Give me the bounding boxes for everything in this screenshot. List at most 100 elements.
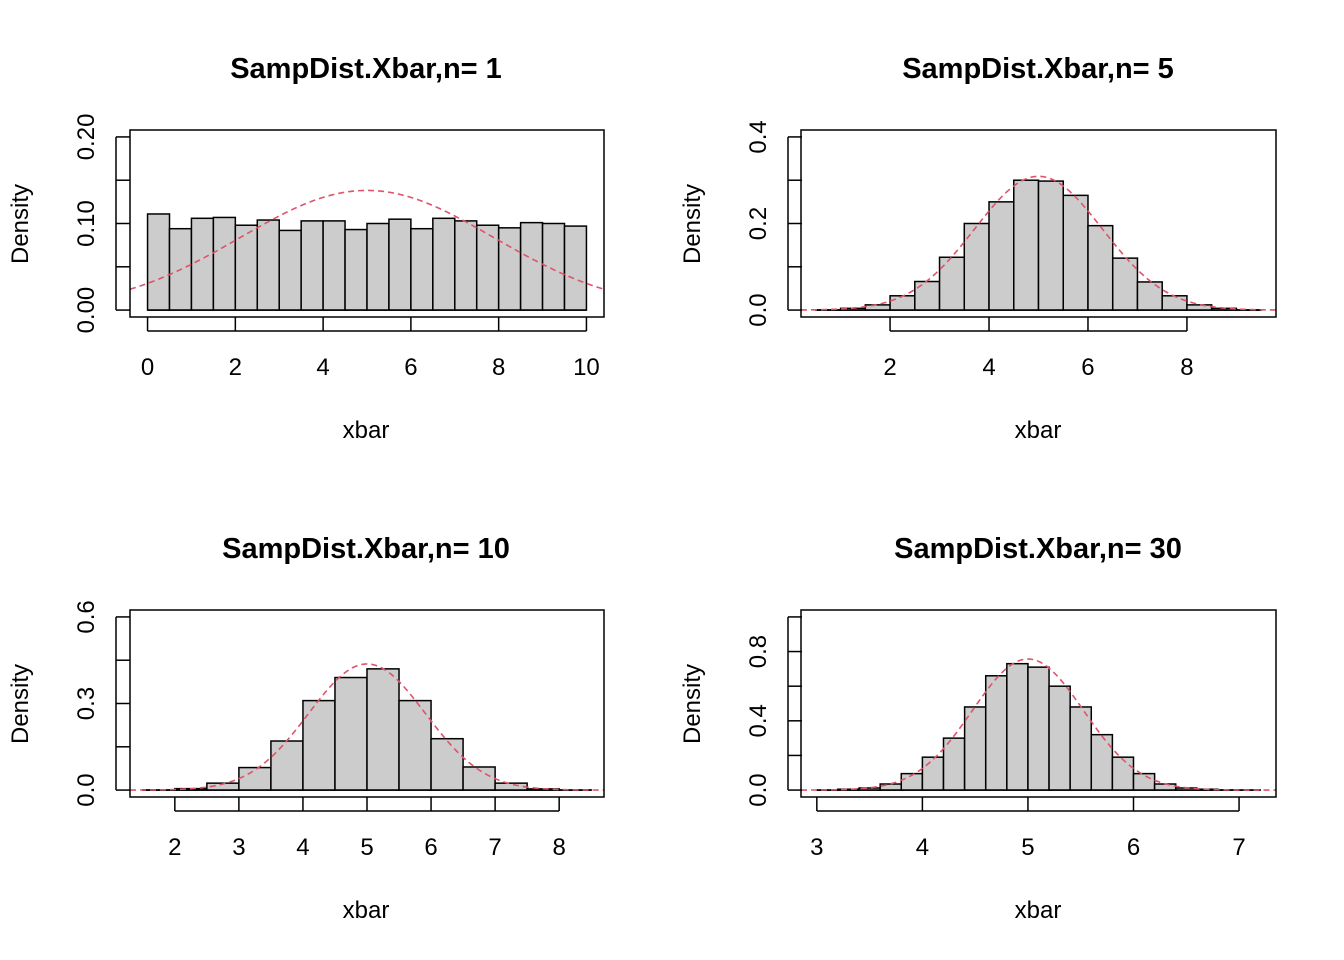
panel-title: SampDist.Xbar,n= 5 <box>902 53 1174 85</box>
histogram-bar <box>432 217 456 311</box>
x-tick-label: 6 <box>1081 354 1094 381</box>
y-tick-label: 0.6 <box>73 600 100 633</box>
histogram-bar <box>497 227 522 311</box>
x-tick-label: 4 <box>296 834 309 861</box>
normal-density-curve <box>130 663 604 791</box>
histogram-bar <box>1062 194 1089 311</box>
x-axis-label: xbar <box>343 417 390 444</box>
x-tick-label: 2 <box>229 354 242 381</box>
histogram-bar <box>366 222 390 311</box>
panel-n10: SampDist.Xbar,n= 10 xbar Density 2 3 4 5 6 7 8… <box>7 533 605 924</box>
plot-area: 2 4 6 8 0.0 0.2 0.4 <box>745 120 1277 381</box>
histogram-bar <box>563 225 588 311</box>
y-tick-label: 0.0 <box>73 773 100 806</box>
histogram-bar <box>190 217 215 311</box>
histogram-bar <box>963 706 987 791</box>
plot-area: 0 2 4 6 8 10 0.00 0.10 0.20 <box>73 114 605 381</box>
histogram-bar <box>475 224 500 311</box>
histogram-bar <box>921 756 945 791</box>
histogram-bar <box>1069 706 1093 791</box>
normal-density-curve <box>801 658 1276 791</box>
histogram-bar <box>334 676 368 791</box>
panel-n1: SampDist.Xbar,n= 1 xbar Density 0 2 4 6 8 100… <box>7 53 605 444</box>
histogram-bar <box>1186 304 1213 311</box>
histogram-bar <box>988 201 1015 311</box>
y-tick-label: 0.8 <box>745 635 772 668</box>
histogram-bar <box>278 229 302 311</box>
x-tick-label: 5 <box>1021 834 1034 861</box>
histogram-bar <box>212 216 237 311</box>
histogram-bar <box>300 220 324 311</box>
histogram-bar <box>366 668 400 791</box>
x-tick-label: 5 <box>360 834 373 861</box>
y-axis-label: Density <box>7 184 34 264</box>
x-tick-label: 3 <box>232 834 245 861</box>
y-tick-label: 0.4 <box>745 120 772 153</box>
histogram-bar <box>1111 257 1139 311</box>
histogram-bar <box>146 213 171 311</box>
y-tick-label: 0.4 <box>745 704 772 737</box>
histogram-bar <box>1136 281 1163 311</box>
x-tick-label: 4 <box>982 354 995 381</box>
y-tick-label: 0.20 <box>73 114 100 161</box>
y-tick-label: 0.3 <box>73 687 100 720</box>
x-tick-label: 8 <box>492 354 505 381</box>
histogram-bar <box>1048 685 1071 791</box>
x-tick-label: 2 <box>168 834 181 861</box>
histogram-bar <box>984 675 1008 791</box>
y-tick-label: 0.2 <box>745 207 772 240</box>
x-tick-label: 8 <box>1180 354 1193 381</box>
x-tick-label: 6 <box>1127 834 1140 861</box>
histogram-bar <box>1037 180 1064 311</box>
x-tick-label: 3 <box>810 834 823 861</box>
x-tick-label: 10 <box>573 354 600 381</box>
histogram-bar <box>889 295 916 311</box>
histogram-bar <box>1161 295 1188 311</box>
plot-frame <box>800 609 1277 798</box>
histogram-bar <box>541 222 566 311</box>
normal-density-curve <box>130 189 604 291</box>
panel-n5: SampDist.Xbar,n= 5 xbar Density 2 4 6 8 0.0 0… <box>679 53 1277 444</box>
histogram-bar <box>1090 733 1114 791</box>
y-axis-label: Density <box>7 664 34 744</box>
plot-area: 3 4 5 6 7 0.0 0.4 0.8 <box>745 609 1277 861</box>
y-axis-label: Density <box>679 664 706 744</box>
histogram-bar <box>1027 666 1050 791</box>
histogram-bar <box>256 219 280 311</box>
histogram-bar <box>270 740 304 791</box>
x-tick-label: 4 <box>316 354 329 381</box>
x-tick-label: 7 <box>488 834 501 861</box>
x-tick-label: 0 <box>141 354 154 381</box>
x-tick-label: 8 <box>552 834 565 861</box>
x-tick-label: 2 <box>883 354 896 381</box>
plot-area: 2 3 4 5 6 7 8 0.0 0.3 0.6 <box>73 600 605 861</box>
x-tick-label: 7 <box>1232 834 1245 861</box>
x-axis-label: xbar <box>1015 417 1062 444</box>
histogram-bar <box>322 220 346 311</box>
panel-title: SampDist.Xbar,n= 30 <box>894 533 1182 565</box>
histogram-bar <box>1006 662 1029 791</box>
panel-title: SampDist.Xbar,n= 1 <box>230 53 502 85</box>
y-tick-label: 0.0 <box>745 773 772 806</box>
histogram-bar <box>238 766 272 791</box>
x-tick-label: 6 <box>404 354 417 381</box>
histogram-bar <box>864 304 891 311</box>
histogram-bar <box>494 782 528 791</box>
histogram-bar <box>1013 179 1040 311</box>
histogram-bar <box>430 737 464 791</box>
histogram-bar <box>388 218 412 311</box>
panel-n30: SampDist.Xbar,n= 30 xbar Density 3 4 5 6 7 0.… <box>679 533 1277 924</box>
histogram-bar <box>1153 783 1177 791</box>
histogram-bar <box>914 280 941 311</box>
y-tick-label: 0.0 <box>745 293 772 326</box>
x-axis-label: xbar <box>343 897 390 924</box>
histogram-bar <box>1132 772 1156 791</box>
panel-title: SampDist.Xbar,n= 10 <box>222 533 510 565</box>
y-tick-label: 0.10 <box>73 200 100 247</box>
histogram-bar <box>454 220 478 311</box>
y-tick-label: 0.00 <box>73 287 100 334</box>
y-axis-label: Density <box>679 184 706 264</box>
histogram-bar <box>942 737 966 791</box>
x-tick-label: 4 <box>916 834 929 861</box>
